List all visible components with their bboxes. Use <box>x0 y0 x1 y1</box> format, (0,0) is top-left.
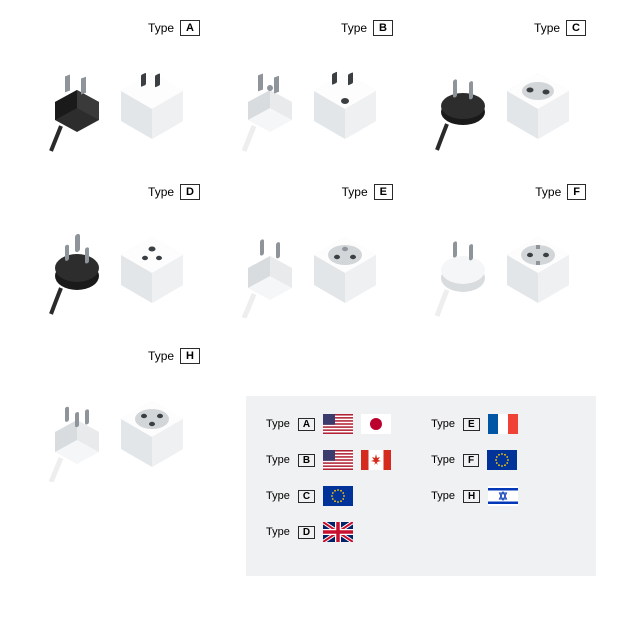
legend-prefix: Type <box>266 526 290 538</box>
legend-prefix: Type <box>266 490 290 502</box>
legend-row-f: Type F <box>431 450 518 470</box>
label-letter: F <box>567 184 586 200</box>
outlet-f-icon <box>497 227 579 309</box>
legend-row-a: Type A <box>266 414 391 434</box>
legend-letter: C <box>298 490 315 503</box>
plug-outlet-c <box>433 44 579 164</box>
flag-us-icon <box>323 450 353 470</box>
plug-b-icon <box>240 54 300 154</box>
label-type-b: Type B <box>341 20 393 36</box>
outlet-e-icon <box>304 227 386 309</box>
legend-letter: B <box>298 454 315 467</box>
label-type-d: Type D <box>148 184 200 200</box>
legend-letter: E <box>463 418 480 431</box>
legend-prefix: Type <box>431 418 455 430</box>
plug-outlet-h <box>47 372 193 492</box>
cell-type-h: Type H <box>30 348 210 492</box>
plug-f-icon <box>433 218 493 318</box>
plug-e-icon <box>240 218 300 318</box>
legend-prefix: Type <box>266 418 290 430</box>
label-type-c: Type C <box>534 20 586 36</box>
plug-outlet-d <box>47 208 193 328</box>
label-type-a: Type A <box>148 20 200 36</box>
label-prefix: Type <box>535 185 561 199</box>
label-letter: D <box>180 184 200 200</box>
label-letter: C <box>566 20 586 36</box>
label-letter: H <box>180 348 200 364</box>
plug-outlet-b <box>240 44 386 164</box>
legend-letter: H <box>463 490 480 503</box>
label-letter: E <box>374 184 393 200</box>
legend-prefix: Type <box>266 454 290 466</box>
label-letter: A <box>180 20 200 36</box>
legend-panel: Type A Type B Type C Type D Type E <box>246 396 596 576</box>
cell-type-b: Type B <box>223 20 403 164</box>
plug-outlet-e <box>240 208 386 328</box>
label-prefix: Type <box>342 185 368 199</box>
plug-d-icon <box>47 218 107 318</box>
outlet-b-icon <box>304 63 386 145</box>
legend-col-1: Type A Type B Type C Type D <box>266 414 391 558</box>
legend-letter: F <box>463 454 479 467</box>
label-prefix: Type <box>148 185 174 199</box>
cell-type-d: Type D <box>30 184 210 328</box>
legend-row-e: Type E <box>431 414 518 434</box>
legend-prefix: Type <box>431 454 455 466</box>
plug-h-icon <box>47 382 107 482</box>
label-prefix: Type <box>534 21 560 35</box>
flag-jp-icon <box>361 414 391 434</box>
flag-eu-icon <box>487 450 517 470</box>
cell-type-f: Type F <box>416 184 596 328</box>
legend-row-h: Type H <box>431 486 518 506</box>
cell-type-e: Type E <box>223 184 403 328</box>
label-prefix: Type <box>341 21 367 35</box>
plug-outlet-a <box>47 44 193 164</box>
outlet-c-icon <box>497 63 579 145</box>
row-1: Type A <box>30 20 596 164</box>
label-type-h: Type H <box>148 348 200 364</box>
flag-uk-icon <box>323 522 353 542</box>
flag-il-icon <box>488 486 518 506</box>
outlet-a-icon <box>111 63 193 145</box>
label-type-f: Type F <box>535 184 586 200</box>
legend-row-d: Type D <box>266 522 391 542</box>
legend-letter: D <box>298 526 315 539</box>
label-type-e: Type E <box>342 184 393 200</box>
row-2: Type D <box>30 184 596 328</box>
flag-ca-icon <box>361 450 391 470</box>
label-letter: B <box>373 20 393 36</box>
legend-row-b: Type B <box>266 450 391 470</box>
plug-c-icon <box>433 54 493 154</box>
outlet-d-icon <box>111 227 193 309</box>
label-prefix: Type <box>148 21 174 35</box>
flag-fr-icon <box>488 414 518 434</box>
flag-us-icon <box>323 414 353 434</box>
legend-letter: A <box>298 418 315 431</box>
legend-prefix: Type <box>431 490 455 502</box>
cell-type-a: Type A <box>30 20 210 164</box>
outlet-h-icon <box>111 391 193 473</box>
legend-col-2: Type E Type F Type H <box>431 414 518 558</box>
flag-eu-icon <box>323 486 353 506</box>
label-prefix: Type <box>148 349 174 363</box>
plug-outlet-f <box>433 208 579 328</box>
cell-type-c: Type C <box>416 20 596 164</box>
legend-row-c: Type C <box>266 486 391 506</box>
plug-a-icon <box>47 54 107 154</box>
